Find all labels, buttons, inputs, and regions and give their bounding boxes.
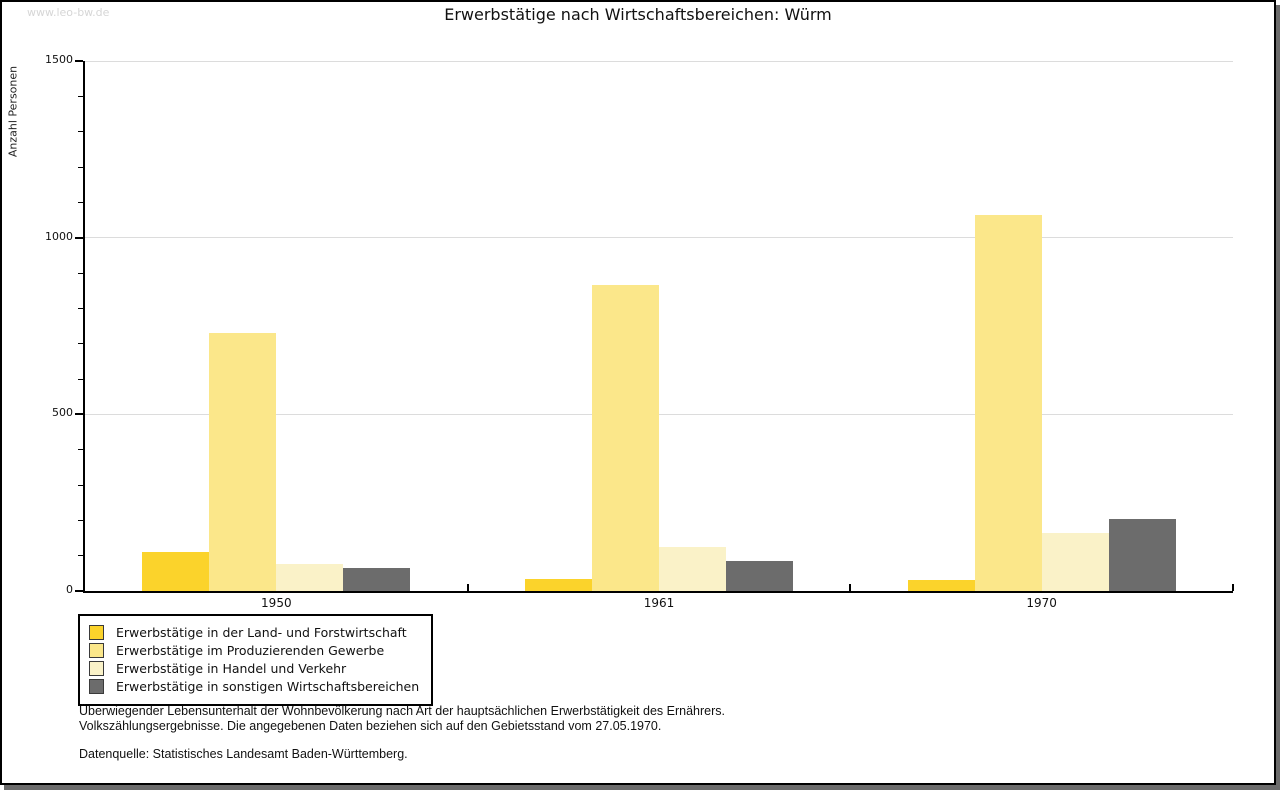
gridline <box>85 237 1233 239</box>
bar <box>1041 533 1109 591</box>
y-axis-minor-tick <box>78 95 83 97</box>
legend-item: Erwerbstätige in Handel und Verkehr <box>89 661 419 676</box>
legend-swatch <box>89 679 104 694</box>
y-axis-title: Anzahl Personen <box>6 65 20 158</box>
legend-swatch <box>89 625 104 640</box>
x-axis-tick <box>1232 584 1234 591</box>
footnote-line: Volkszählungsergebnisse. Die angegebenen… <box>79 719 662 733</box>
chart-title: Erwerbstätige nach Wirtschaftsbereichen:… <box>444 5 832 24</box>
x-axis-label: 1950 <box>261 596 292 610</box>
y-axis-tick <box>75 590 83 592</box>
legend-swatch <box>89 661 104 676</box>
y-axis-minor-tick <box>78 201 83 203</box>
legend: Erwerbstätige in der Land- und Forstwirt… <box>78 614 434 706</box>
y-axis-tick <box>75 236 83 239</box>
bar <box>142 552 210 591</box>
y-axis-minor-tick <box>78 555 83 557</box>
y-axis-minor-tick <box>78 131 83 133</box>
legend-swatch <box>89 643 104 658</box>
legend-items: Erwerbstätige in der Land- und Forstwirt… <box>89 625 419 694</box>
bar <box>659 547 726 591</box>
footnotes: Überwiegender Lebensunterhalt der Wohnbe… <box>79 704 725 762</box>
bar <box>1108 519 1176 591</box>
legend-label: Erwerbstätige in sonstigen Wirtschaftsbe… <box>116 679 420 694</box>
x-axis-label: 1961 <box>643 596 675 610</box>
y-axis-minor-tick <box>78 272 83 274</box>
bar <box>974 215 1042 591</box>
bar <box>276 564 344 591</box>
x-axis-tick <box>849 584 852 591</box>
bar <box>343 568 411 591</box>
y-axis-minor-tick <box>78 449 83 451</box>
y-axis-tick-label: 1000 <box>45 229 73 243</box>
gridline <box>85 413 1233 415</box>
legend-item: Erwerbstätige in der Land- und Forstwirt… <box>89 625 419 640</box>
y-axis-minor-tick <box>78 307 83 309</box>
bar <box>525 579 592 591</box>
bar <box>726 561 793 591</box>
y-axis-tick-label: 500 <box>52 406 73 420</box>
legend-item: Erwerbstätige im Produzierenden Gewerbe <box>89 643 419 658</box>
x-axis-tick <box>466 584 469 591</box>
y-axis-tick <box>75 60 83 62</box>
bar <box>592 285 659 591</box>
y-axis-minor-tick <box>78 343 83 345</box>
legend-item: Erwerbstätige in sonstigen Wirtschaftsbe… <box>89 679 419 694</box>
gridline <box>85 60 1233 62</box>
y-axis-minor-tick <box>78 484 83 486</box>
bar <box>907 580 975 591</box>
y-axis-tick-label: 0 <box>66 583 73 596</box>
y-axis-tick-label: 1500 <box>45 53 73 66</box>
y-axis-tick <box>75 413 83 416</box>
data-source-note: Datenquelle: Statistisches Landesamt Bad… <box>79 747 408 761</box>
x-axis-label: 1970 <box>1026 596 1057 610</box>
y-axis-minor-tick <box>78 378 83 380</box>
plot-area: 0 500 1000 1500 1950 1961 1970 <box>45 53 1234 610</box>
footnote-line: Überwiegender Lebensunterhalt der Wohnbe… <box>79 704 725 718</box>
legend-label: Erwerbstätige in Handel und Verkehr <box>116 661 347 676</box>
legend-label: Erwerbstätige im Produzierenden Gewerbe <box>116 643 385 658</box>
y-axis-minor-tick <box>78 519 83 521</box>
watermark: www.leo-bw.de <box>27 6 110 19</box>
legend-label: Erwerbstätige in der Land- und Forstwirt… <box>116 625 407 640</box>
y-axis-minor-tick <box>78 166 83 168</box>
bar <box>209 333 277 591</box>
